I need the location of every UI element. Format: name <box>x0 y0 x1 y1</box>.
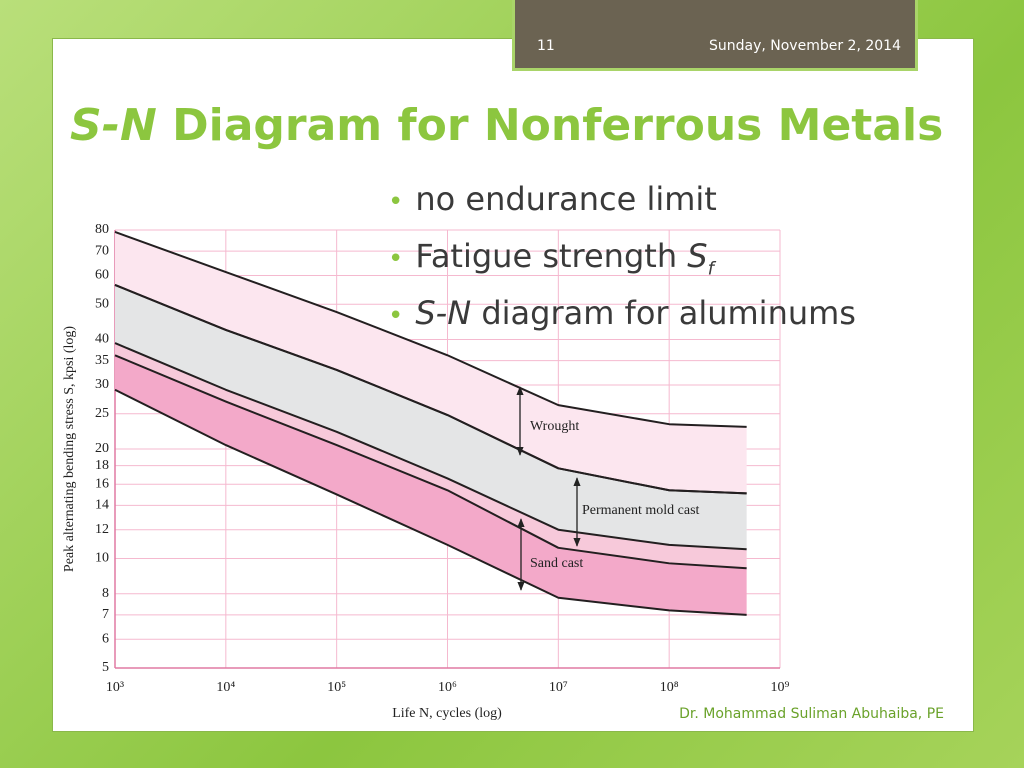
bullet-italic: S-N <box>415 294 472 332</box>
x-tick-label: 10⁵ <box>327 680 346 695</box>
band <box>115 284 747 550</box>
curve <box>114 231 747 428</box>
y-tick-label: 50 <box>95 296 109 311</box>
band-label: Permanent mold cast <box>582 503 700 518</box>
curve <box>114 284 747 495</box>
y-tick-label: 5 <box>102 660 109 675</box>
bullet: Fatigue strength Sf <box>388 237 856 294</box>
title-italic: S-N <box>70 100 157 151</box>
y-tick-label: 70 <box>95 243 109 258</box>
band <box>115 231 747 494</box>
slide-title: S-N Diagram for Nonferrous Metals <box>70 100 943 151</box>
curve <box>114 354 747 570</box>
bullet: no endurance limit <box>388 180 856 237</box>
band-label: Sand cast <box>530 556 583 571</box>
x-tick-label: 10³ <box>106 680 124 695</box>
curve <box>114 342 747 551</box>
y-tick-label: 16 <box>95 476 109 491</box>
y-tick-label: 18 <box>95 458 109 473</box>
footer: Dr. Mohammad Suliman Abuhaiba, PE <box>679 706 944 722</box>
header-tab: 11 Sunday, November 2, 2014 <box>512 0 918 71</box>
x-tick-label: 10⁹ <box>771 680 790 695</box>
y-tick-label: 25 <box>95 406 109 421</box>
y-tick-label: 6 <box>102 631 109 646</box>
y-tick-label: 10 <box>95 551 109 566</box>
bullets: no endurance limit Fatigue strength Sf S… <box>388 180 856 351</box>
x-tick-label: 10⁷ <box>549 680 568 695</box>
y-tick-label: 35 <box>95 353 109 368</box>
curve <box>114 388 747 616</box>
x-tick-label: 10⁸ <box>660 680 679 695</box>
curves <box>114 231 747 616</box>
y-tick-label: 30 <box>95 377 109 392</box>
y-tick-label: 14 <box>95 498 109 513</box>
y-tick-label: 20 <box>95 441 109 456</box>
y-axis-label: Peak alternating bending stress S, kpsi … <box>62 326 77 572</box>
y-tick-label: 60 <box>95 268 109 283</box>
symbol: S <box>687 237 708 275</box>
y-tick-label: 8 <box>102 586 109 601</box>
y-tick-label: 12 <box>95 522 109 537</box>
bullet-text: no endurance limit <box>415 180 717 218</box>
slide-number: 11 <box>537 38 555 54</box>
y-tick-label: 40 <box>95 332 109 347</box>
bullet: S-N diagram for aluminums <box>388 294 856 351</box>
bullet-text: diagram for aluminums <box>471 294 856 332</box>
y-tick-label: 7 <box>102 607 109 622</box>
label-box <box>578 498 730 523</box>
subscript: f <box>707 258 714 280</box>
date: Sunday, November 2, 2014 <box>708 38 901 54</box>
x-tick-label: 10⁶ <box>438 680 457 695</box>
y-tick-label: 80 <box>95 222 109 237</box>
x-axis-label: Life N, cycles (log) <box>392 706 502 721</box>
title-text: Diagram for Nonferrous Metals <box>156 100 944 151</box>
bullet-text: Fatigue strength <box>415 237 688 275</box>
band-label: Wrought <box>530 419 579 434</box>
x-tick-label: 10⁴ <box>216 680 235 695</box>
